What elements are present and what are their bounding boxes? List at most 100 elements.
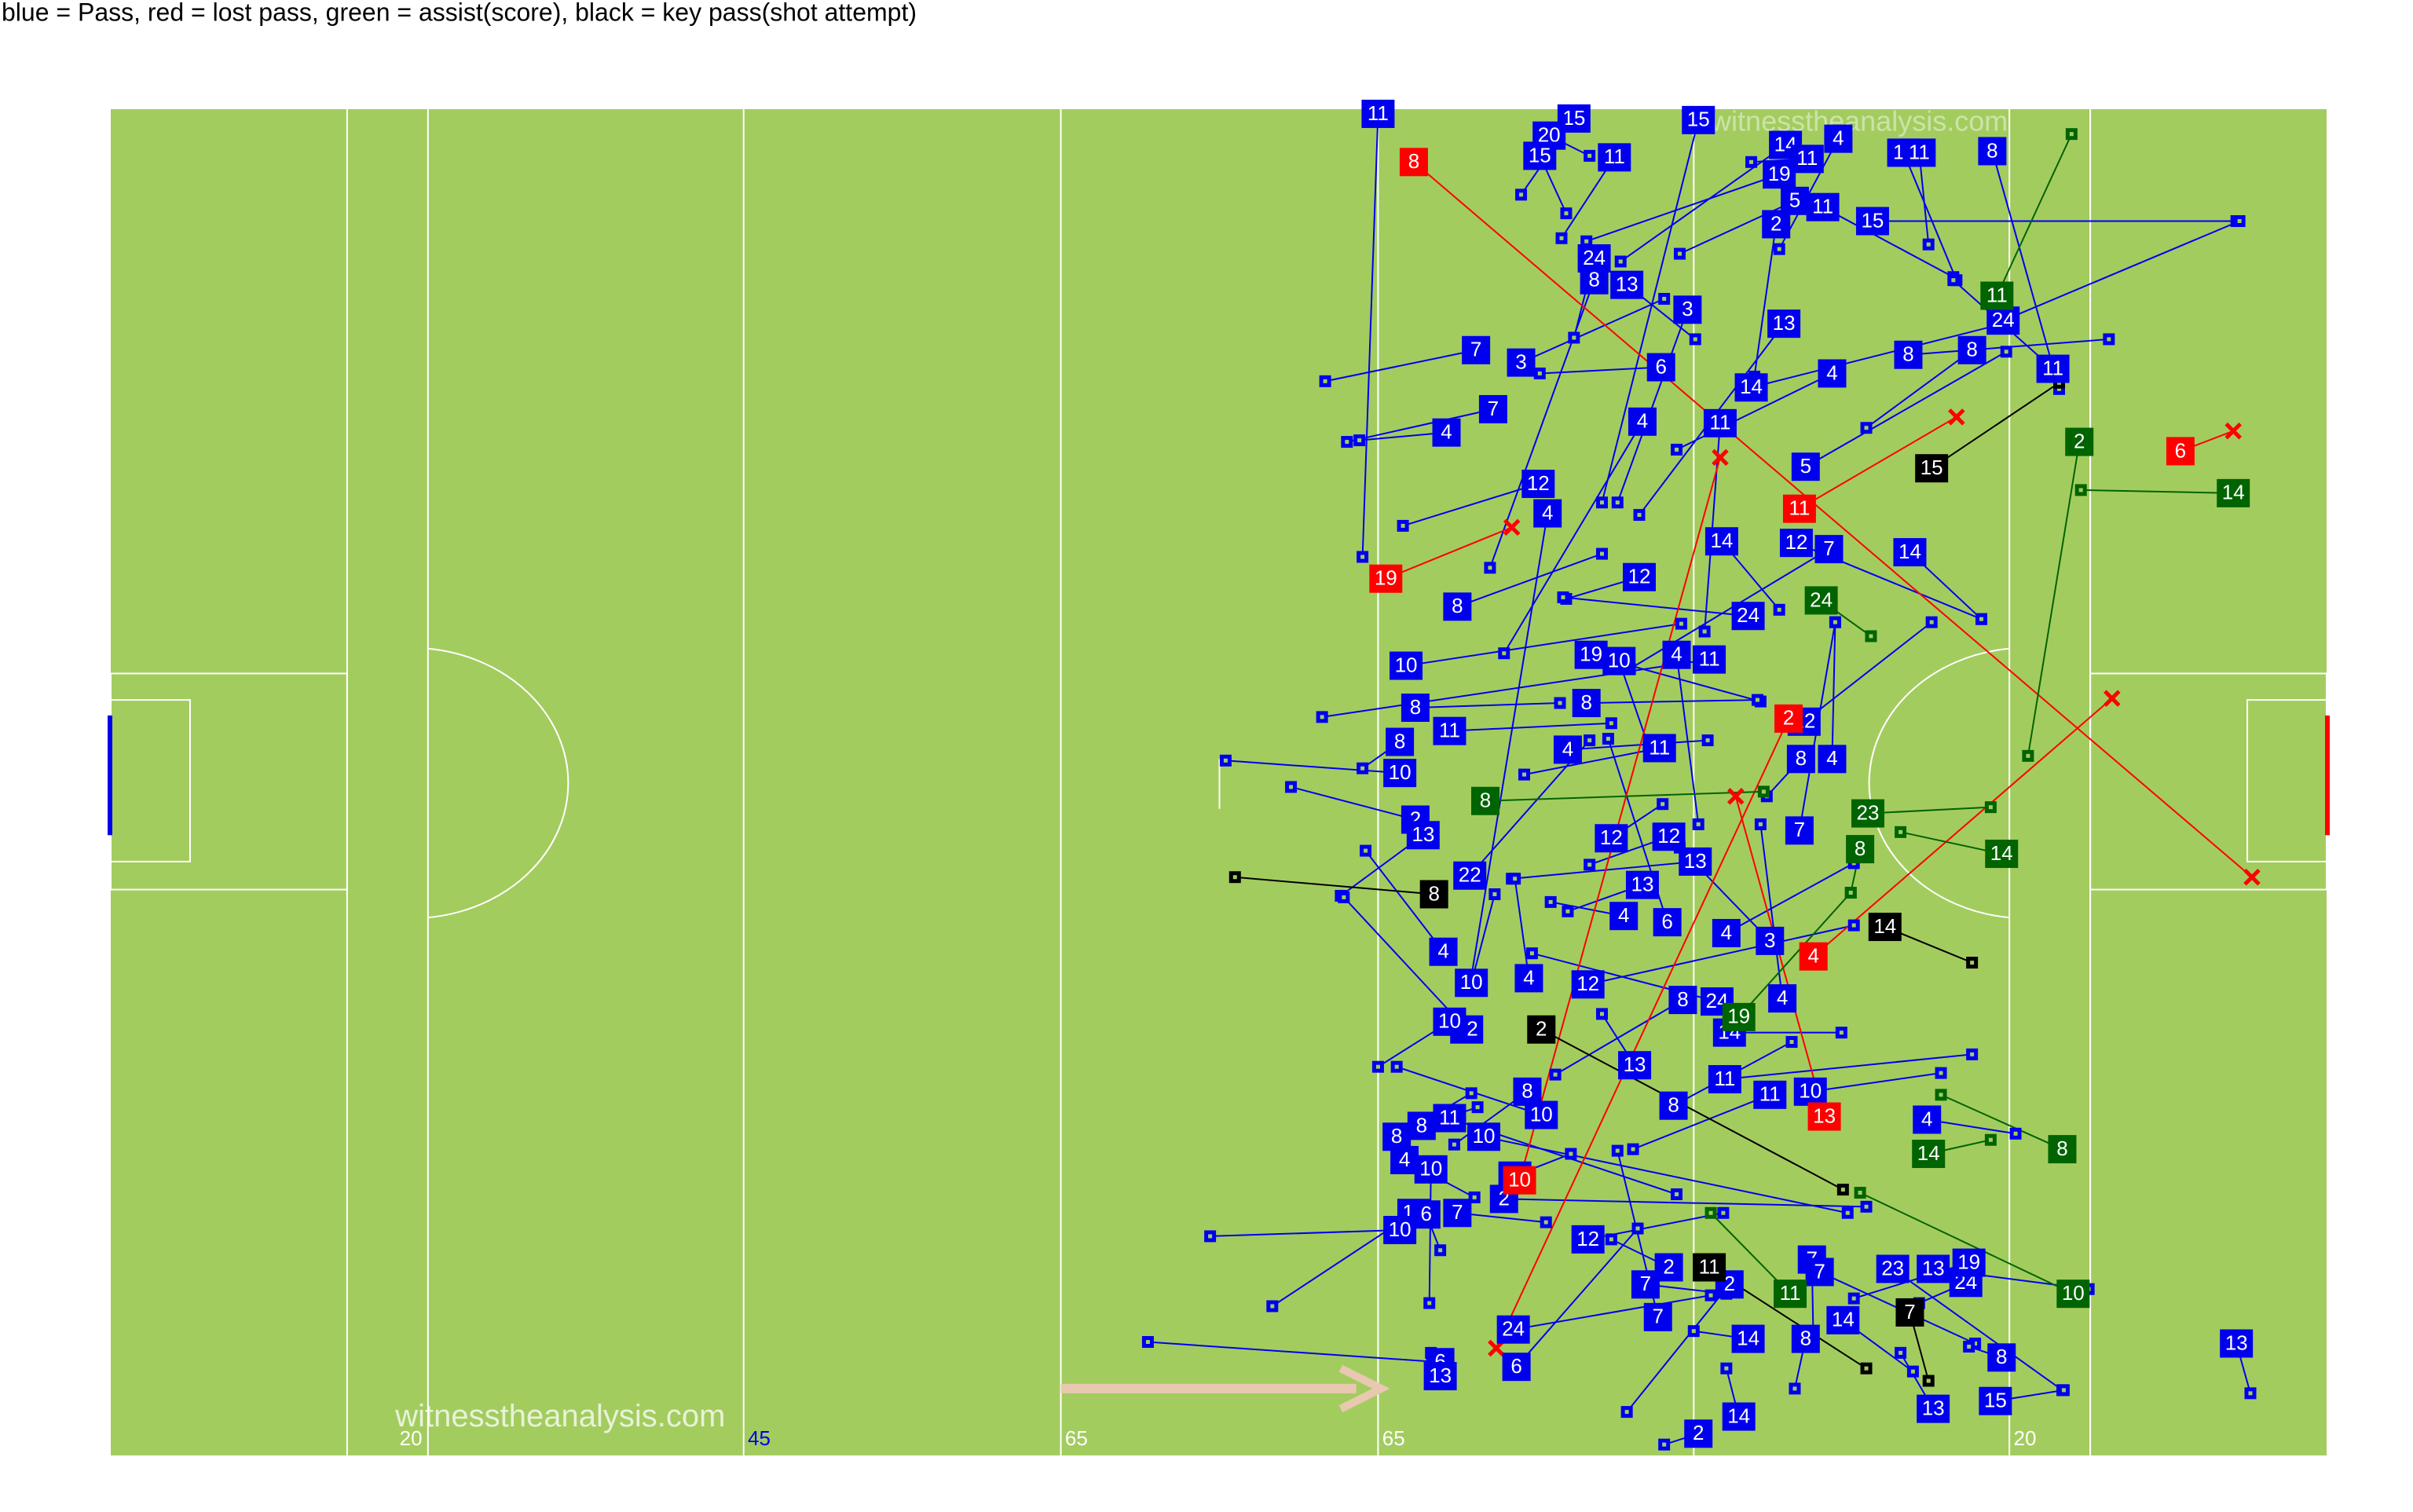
- player-number: 11: [1604, 145, 1625, 168]
- player-box: [1763, 160, 1796, 189]
- pass-end-square-inner: [1469, 1091, 1474, 1096]
- pass-end-square-inner: [2057, 386, 2062, 391]
- pitch-line-label: 65: [1382, 1426, 1405, 1450]
- player-box: [1774, 1280, 1807, 1309]
- player-number: 10: [1799, 1079, 1822, 1103]
- player-box: [1806, 192, 1840, 221]
- pass-line: [1554, 999, 1683, 1075]
- player-box: [1682, 105, 1715, 134]
- pass-end-cross: [2243, 868, 2261, 886]
- player-box: [1521, 469, 1555, 498]
- pass-end-square-inner: [1342, 895, 1346, 899]
- player-number: 14: [1710, 529, 1733, 552]
- pass-line: [1803, 621, 1932, 723]
- player-box: [1980, 281, 2014, 310]
- player-box: [1643, 1302, 1672, 1331]
- player-box: [2048, 1135, 2077, 1164]
- pass-end-square-inner: [1502, 651, 1507, 656]
- player-number: 4: [1777, 986, 1788, 1009]
- pass-end-cross: [2104, 690, 2121, 707]
- pass-line: [1902, 152, 1957, 281]
- player-number: 10: [1460, 970, 1483, 994]
- pass-end-square-inner: [1618, 259, 1623, 264]
- player-number: 8: [1668, 1093, 1679, 1117]
- player-number: 2: [1536, 1017, 1547, 1041]
- pass-end-square-inner: [1564, 211, 1569, 216]
- pass-end-square-inner: [2004, 350, 2008, 354]
- pass-end-square-inner: [1232, 875, 1237, 880]
- pass-end-square-inner: [1529, 951, 1534, 956]
- player-box: [1712, 918, 1741, 947]
- pass-end-square-inner: [1702, 629, 1707, 634]
- player-number: 8: [1410, 695, 1421, 719]
- pass-end-square-inner: [1488, 566, 1492, 570]
- player-number: 13: [1922, 1396, 1945, 1419]
- player-number: 2: [1770, 211, 1781, 235]
- player-box: [1514, 964, 1543, 993]
- player-number: 4: [1807, 944, 1818, 968]
- player-box: [1503, 1166, 1536, 1195]
- player-box: [1401, 693, 1430, 722]
- pass-end-square-inner: [1755, 697, 1759, 702]
- pass-end-square-inner: [1522, 772, 1527, 777]
- player-number: 8: [1452, 594, 1463, 617]
- player-number: 3: [1515, 350, 1526, 373]
- player-box: [1824, 124, 1853, 153]
- player-box: [1478, 394, 1507, 423]
- pass-line: [1562, 596, 1748, 617]
- player-box: [1631, 1270, 1660, 1299]
- pass-end-square-inner: [1661, 802, 1665, 807]
- pass-line: [1586, 699, 1758, 705]
- pass-end-square-inner: [1973, 1341, 1978, 1345]
- pass-line: [1148, 1341, 1441, 1364]
- pass-line: [1940, 1093, 2063, 1151]
- pass-end-square-inner: [1599, 1012, 1604, 1016]
- player-number: 15: [1861, 208, 1884, 232]
- pass-end-square-inner: [1675, 1192, 1679, 1196]
- pass-end-square-inner: [1979, 617, 1984, 621]
- pass-end-square-inner: [1635, 1226, 1640, 1231]
- player-box: [1673, 295, 1702, 324]
- player-box: [1868, 913, 1902, 942]
- pass-end-square-inner: [2248, 1391, 2253, 1396]
- pass-end-square-inner: [1708, 1293, 1713, 1298]
- pass-line: [1405, 623, 1682, 667]
- pass-end-square-inner: [1693, 337, 1697, 342]
- pass-end-square-inner: [1926, 242, 1931, 247]
- pass-end-square-inner: [1777, 607, 1781, 612]
- player-box: [1985, 840, 2019, 869]
- player-number: 13: [1429, 1364, 1452, 1387]
- pass-line: [1470, 513, 1549, 977]
- player-number: 24: [1737, 603, 1759, 627]
- player-box: [1767, 309, 1801, 339]
- player-number: 19: [1957, 1250, 1980, 1273]
- watermark: witnesstheanalysis.com: [394, 1399, 725, 1433]
- player-box: [1793, 1077, 1827, 1106]
- player-number: 13: [1773, 311, 1796, 335]
- pass-end-square-inner: [1662, 1442, 1667, 1447]
- player-box: [1912, 1140, 1946, 1169]
- player-number: 10: [1419, 1157, 1442, 1181]
- player-number: 8: [1428, 881, 1439, 905]
- player-number: 12: [1600, 826, 1623, 849]
- player-box: [1642, 734, 1676, 763]
- player-number: 11: [1796, 146, 1818, 170]
- pass-end-square-inner: [1939, 1071, 1943, 1075]
- pass-line: [1810, 1072, 1942, 1093]
- pass-end-square-inner: [1513, 877, 1518, 881]
- player-number: 10: [1395, 653, 1418, 676]
- player-number: 23: [1881, 1256, 1904, 1280]
- player-number: 6: [2175, 438, 2186, 462]
- player-number: 4: [1921, 1107, 1932, 1130]
- pass-line: [1822, 206, 1954, 278]
- player-number: 4: [1618, 903, 1629, 927]
- player-box: [1443, 592, 1472, 621]
- player-box: [1383, 759, 1417, 788]
- pass-end-square-inner: [1761, 789, 1766, 794]
- player-number: 2: [1693, 1421, 1704, 1444]
- player-box: [1622, 562, 1656, 591]
- player-number: 12: [1657, 824, 1680, 848]
- pass-line: [1676, 372, 1833, 451]
- player-box: [1502, 1353, 1531, 1382]
- player-number: 7: [1640, 1272, 1651, 1295]
